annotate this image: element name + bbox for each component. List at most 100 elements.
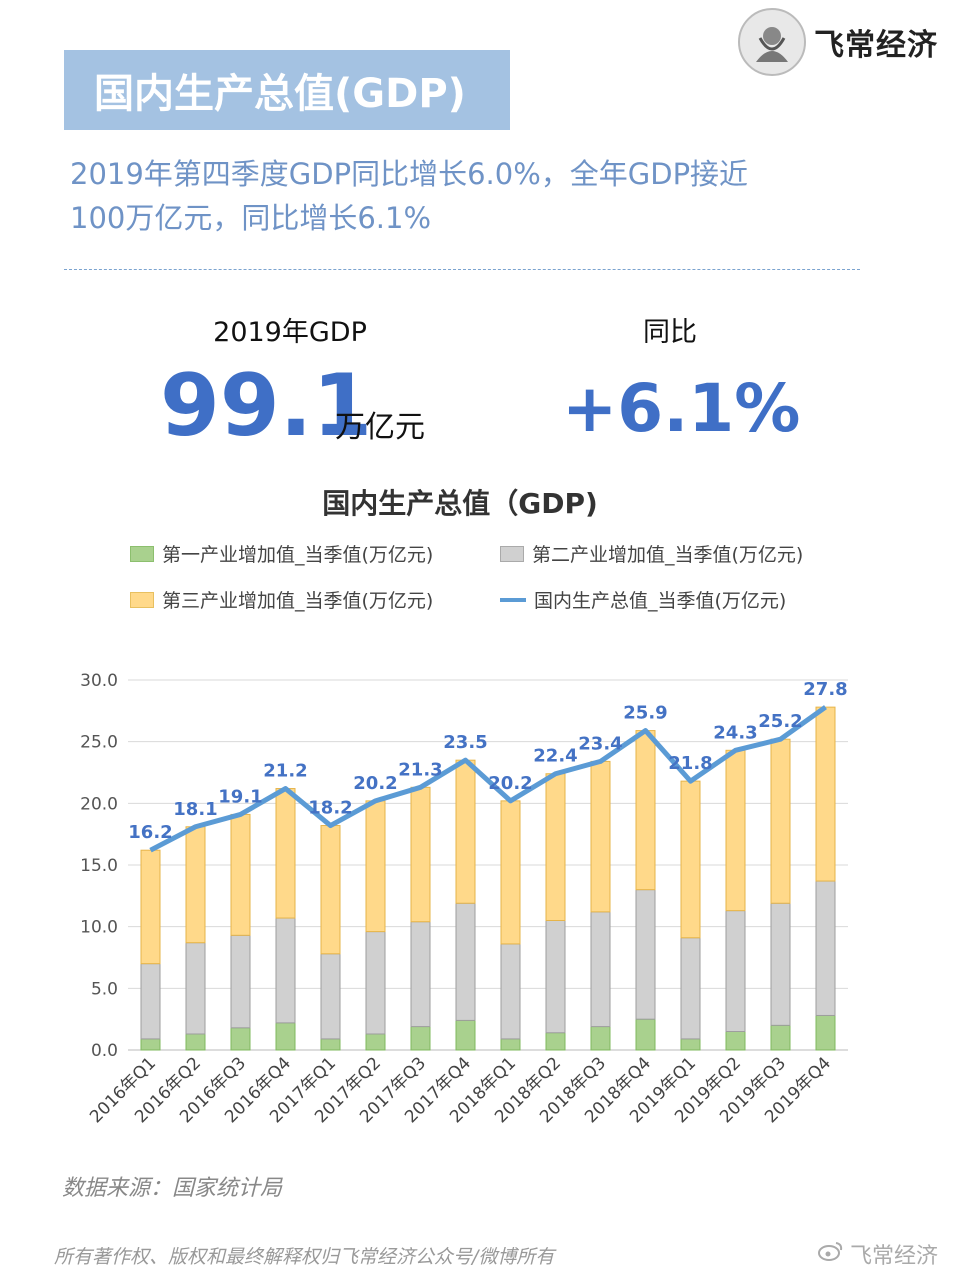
bar-secondary xyxy=(545,920,566,1034)
bar-secondary xyxy=(230,934,251,1029)
bar-primary xyxy=(230,1027,251,1051)
gdp-data-label: 22.4 xyxy=(533,746,577,767)
bar-primary xyxy=(500,1038,521,1051)
bar-secondary xyxy=(275,917,296,1024)
bar-primary xyxy=(320,1038,341,1051)
gdp-data-label: 21.8 xyxy=(668,753,712,774)
legend-swatch-secondary xyxy=(500,545,524,562)
gdp-data-label: 20.2 xyxy=(488,773,532,794)
bar-secondary xyxy=(725,910,746,1032)
headline-line-1: 2019年第四季度GDP同比增长6.0%，全年GDP接近 xyxy=(70,157,749,191)
bar-tertiary xyxy=(770,738,791,904)
divider xyxy=(64,269,860,270)
gdp-data-label: 23.4 xyxy=(578,733,622,754)
gdp-data-label: 27.8 xyxy=(803,679,847,700)
bar-primary xyxy=(590,1026,611,1051)
bar-tertiary xyxy=(590,760,611,913)
gdp-stacked-bar-chart: 0.05.010.015.020.025.030.02016年Q12016年Q2… xyxy=(80,671,848,1127)
copyright-notice: 所有著作权、版权和最终解释权归飞常经济公众号/微博所有 xyxy=(54,1246,555,1268)
legend-swatch-tertiary xyxy=(130,591,154,608)
bar-tertiary xyxy=(275,788,296,919)
gdp-series-line xyxy=(149,705,827,853)
legend-label-gdp: 国内生产总值_当季值(万亿元) xyxy=(534,590,787,612)
bar-primary xyxy=(410,1026,431,1051)
gdp-data-label: 19.1 xyxy=(218,786,262,807)
bar-tertiary xyxy=(140,849,161,965)
bar-tertiary xyxy=(185,826,206,944)
legend-swatch-gdp xyxy=(500,597,526,602)
legend-swatch-primary xyxy=(130,545,154,562)
y-tick-label: 20.0 xyxy=(80,794,118,814)
bar-secondary xyxy=(590,911,611,1028)
bar-primary xyxy=(770,1024,791,1051)
yoy-kpi-value: +6.1% xyxy=(562,370,801,447)
gdp-data-label: 23.5 xyxy=(443,732,487,753)
brand-name: 飞常经济 xyxy=(814,28,938,63)
gdp-data-label: 18.1 xyxy=(173,799,217,820)
legend-item-gdp: 国内生产总值_当季值(万亿元) xyxy=(500,586,786,613)
bar-primary xyxy=(185,1033,206,1051)
bar-tertiary xyxy=(725,749,746,912)
brand: 飞常经济 xyxy=(738,8,938,76)
gdp-data-label: 18.2 xyxy=(308,798,352,819)
gdp-data-label: 16.2 xyxy=(128,822,172,843)
yoy-kpi-label: 同比 xyxy=(643,317,697,348)
y-tick-label: 25.0 xyxy=(80,733,118,753)
bar-tertiary xyxy=(545,773,566,921)
y-tick-label: 5.0 xyxy=(91,979,118,999)
bar-secondary xyxy=(365,931,386,1035)
bar-tertiary xyxy=(410,786,431,923)
bar-primary xyxy=(140,1038,161,1051)
bar-secondary xyxy=(680,937,701,1040)
bar-secondary xyxy=(185,942,206,1035)
gdp-data-label: 25.2 xyxy=(758,711,802,732)
gdp-kpi-value: 99.1 xyxy=(160,356,373,456)
legend-item-primary: 第一产业增加值_当季值(万亿元) xyxy=(130,540,433,567)
bar-primary xyxy=(725,1031,746,1051)
bar-secondary xyxy=(770,902,791,1026)
footer-brand-name: 飞常经济 xyxy=(849,1244,938,1269)
headline-summary: 2019年第四季度GDP同比增长6.0%，全年GDP接近 100万亿元，同比增长… xyxy=(70,152,870,240)
footer-brand: 飞常经济 xyxy=(817,1238,938,1270)
bar-tertiary xyxy=(635,730,656,891)
y-tick-label: 0.0 xyxy=(91,1041,118,1061)
legend-item-tertiary: 第三产业增加值_当季值(万亿元) xyxy=(130,586,433,613)
bar-primary xyxy=(275,1022,296,1051)
data-source: 数据来源：国家统计局 xyxy=(62,1176,283,1201)
bar-secondary xyxy=(500,943,521,1040)
legend-label-tertiary: 第三产业增加值_当季值(万亿元) xyxy=(162,590,434,612)
chart-title: 国内生产总值（GDP) xyxy=(322,487,598,520)
legend-item-secondary: 第二产业增加值_当季值(万亿元) xyxy=(500,540,803,567)
page-title: 国内生产总值(GDP) xyxy=(94,71,466,117)
bar-secondary xyxy=(140,963,161,1040)
gdp-data-label: 24.3 xyxy=(713,722,757,743)
bar-primary xyxy=(455,1019,476,1051)
legend-label-secondary: 第二产业增加值_当季值(万亿元) xyxy=(532,544,804,566)
legend-label-primary: 第一产业增加值_当季值(万亿元) xyxy=(162,544,434,566)
bar-tertiary xyxy=(455,759,476,904)
bar-primary xyxy=(635,1018,656,1051)
bar-primary xyxy=(815,1014,836,1051)
bar-secondary xyxy=(815,880,836,1016)
bar-primary xyxy=(545,1032,566,1051)
gdp-kpi-unit: 万亿元 xyxy=(335,410,425,445)
portrait-logo-icon xyxy=(738,8,806,76)
bar-tertiary xyxy=(815,706,836,882)
bar-secondary xyxy=(455,902,476,1021)
gdp-kpi-label: 2019年GDP xyxy=(213,317,367,348)
bar-secondary xyxy=(320,953,341,1040)
bar-tertiary xyxy=(230,813,251,936)
bar-secondary xyxy=(410,921,431,1028)
weibo-icon xyxy=(817,1240,844,1268)
bar-primary xyxy=(680,1038,701,1051)
gdp-data-label: 20.2 xyxy=(353,773,397,794)
headline-line-2: 100万亿元，同比增长6.1% xyxy=(70,201,432,235)
bar-tertiary xyxy=(680,780,701,939)
bar-tertiary xyxy=(365,800,386,933)
y-tick-label: 15.0 xyxy=(80,856,118,876)
bar-tertiary xyxy=(500,800,521,945)
bar-tertiary xyxy=(320,825,341,955)
gdp-data-label: 21.2 xyxy=(263,761,307,782)
gdp-data-label: 25.9 xyxy=(623,703,667,724)
bar-primary xyxy=(365,1033,386,1051)
